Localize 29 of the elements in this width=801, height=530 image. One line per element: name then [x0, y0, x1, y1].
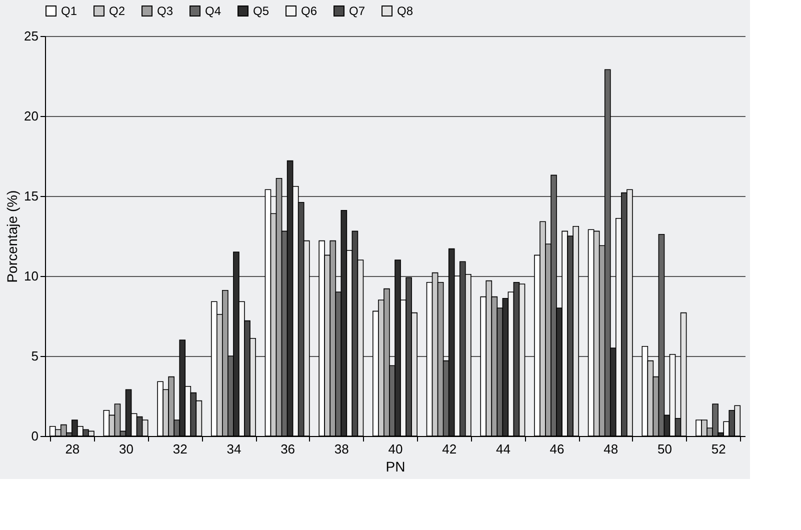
legend-label: Q4 [205, 4, 222, 18]
y-axis-title: Porcentaje (%) [4, 190, 20, 283]
y-tick-label: 0 [31, 428, 38, 444]
y-tick-label: 20 [24, 108, 38, 124]
legend-label: Q7 [349, 4, 366, 18]
y-tick-label: 5 [31, 348, 38, 364]
x-tick-label: 42 [442, 442, 457, 456]
y-tick-label: 15 [24, 188, 38, 204]
legend-label: Q3 [157, 4, 174, 18]
x-tick-label: 48 [604, 442, 618, 456]
legend-label: Q2 [109, 4, 126, 18]
x-axis-title: PN [386, 458, 406, 474]
x-tick-label: 46 [550, 442, 564, 456]
x-tick-label: 50 [657, 442, 672, 456]
x-tick-label: 32 [172, 442, 188, 456]
x-tick-label: 38 [334, 442, 349, 456]
x-tick-label: 44 [496, 442, 510, 456]
x-tick-label: 30 [119, 442, 134, 456]
x-tick-label: 28 [65, 442, 80, 456]
legend-label: Q6 [301, 4, 318, 18]
y-tick-label: 25 [24, 28, 38, 44]
x-tick-label: 34 [226, 442, 242, 456]
x-tick-label: 40 [388, 442, 403, 456]
x-tick-label: 36 [280, 442, 296, 456]
legend-label: Q8 [397, 4, 414, 18]
x-tick-label: 52 [711, 442, 726, 456]
legend-label: Q5 [253, 4, 270, 18]
y-tick-label: 10 [24, 268, 38, 284]
legend-label: Q1 [61, 4, 78, 18]
